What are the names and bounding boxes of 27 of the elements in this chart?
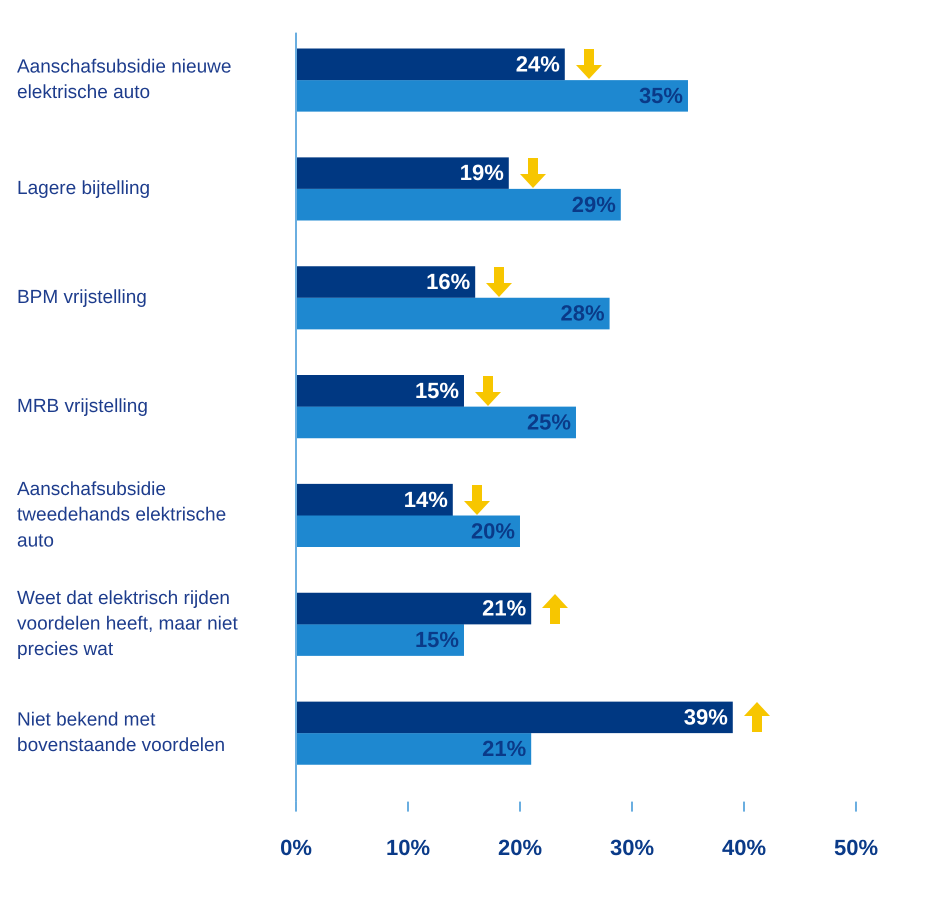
data-label: 21%	[482, 596, 526, 621]
y-tick-label: Aanschafsubsidie nieuwe elektrische auto	[17, 56, 232, 104]
data-label: 21%	[482, 736, 526, 762]
x-tick-label: 30%	[610, 834, 654, 860]
y-tick-label: BPM vrijstelling	[17, 287, 147, 308]
x-tick-label: 50%	[834, 834, 878, 860]
data-label: 20%	[470, 518, 515, 544]
data-label: 25%	[526, 409, 571, 434]
data-label: 35%	[638, 82, 683, 108]
data-label: 24%	[516, 51, 560, 76]
y-tick-label: MRB vrijstelling	[17, 396, 148, 417]
x-tick-label: 10%	[386, 834, 430, 860]
x-tick-label: 20%	[498, 834, 542, 860]
x-tick-label: 0%	[280, 834, 312, 860]
data-label: 19%	[460, 160, 504, 186]
y-tick-label: Weet dat elektrisch rijden voordelen heeft, maar niet precies wat	[17, 588, 238, 660]
y-tick-label: Niet bekend met bovenstaande voordelen	[17, 710, 226, 756]
y-tick-label: Aanschafsubsidie tweedehands elektrische auto	[17, 479, 226, 552]
data-label: 15%	[414, 378, 459, 403]
data-label: 39%	[684, 704, 728, 730]
data-label: 14%	[404, 486, 448, 512]
data-label: 15%	[414, 627, 459, 652]
data-label: 16%	[426, 269, 470, 294]
data-label: 28%	[560, 300, 605, 326]
data-label: 29%	[572, 192, 616, 217]
x-tick-label: 40%	[722, 834, 766, 860]
y-tick-label: Lagere bijtelling	[17, 178, 150, 200]
